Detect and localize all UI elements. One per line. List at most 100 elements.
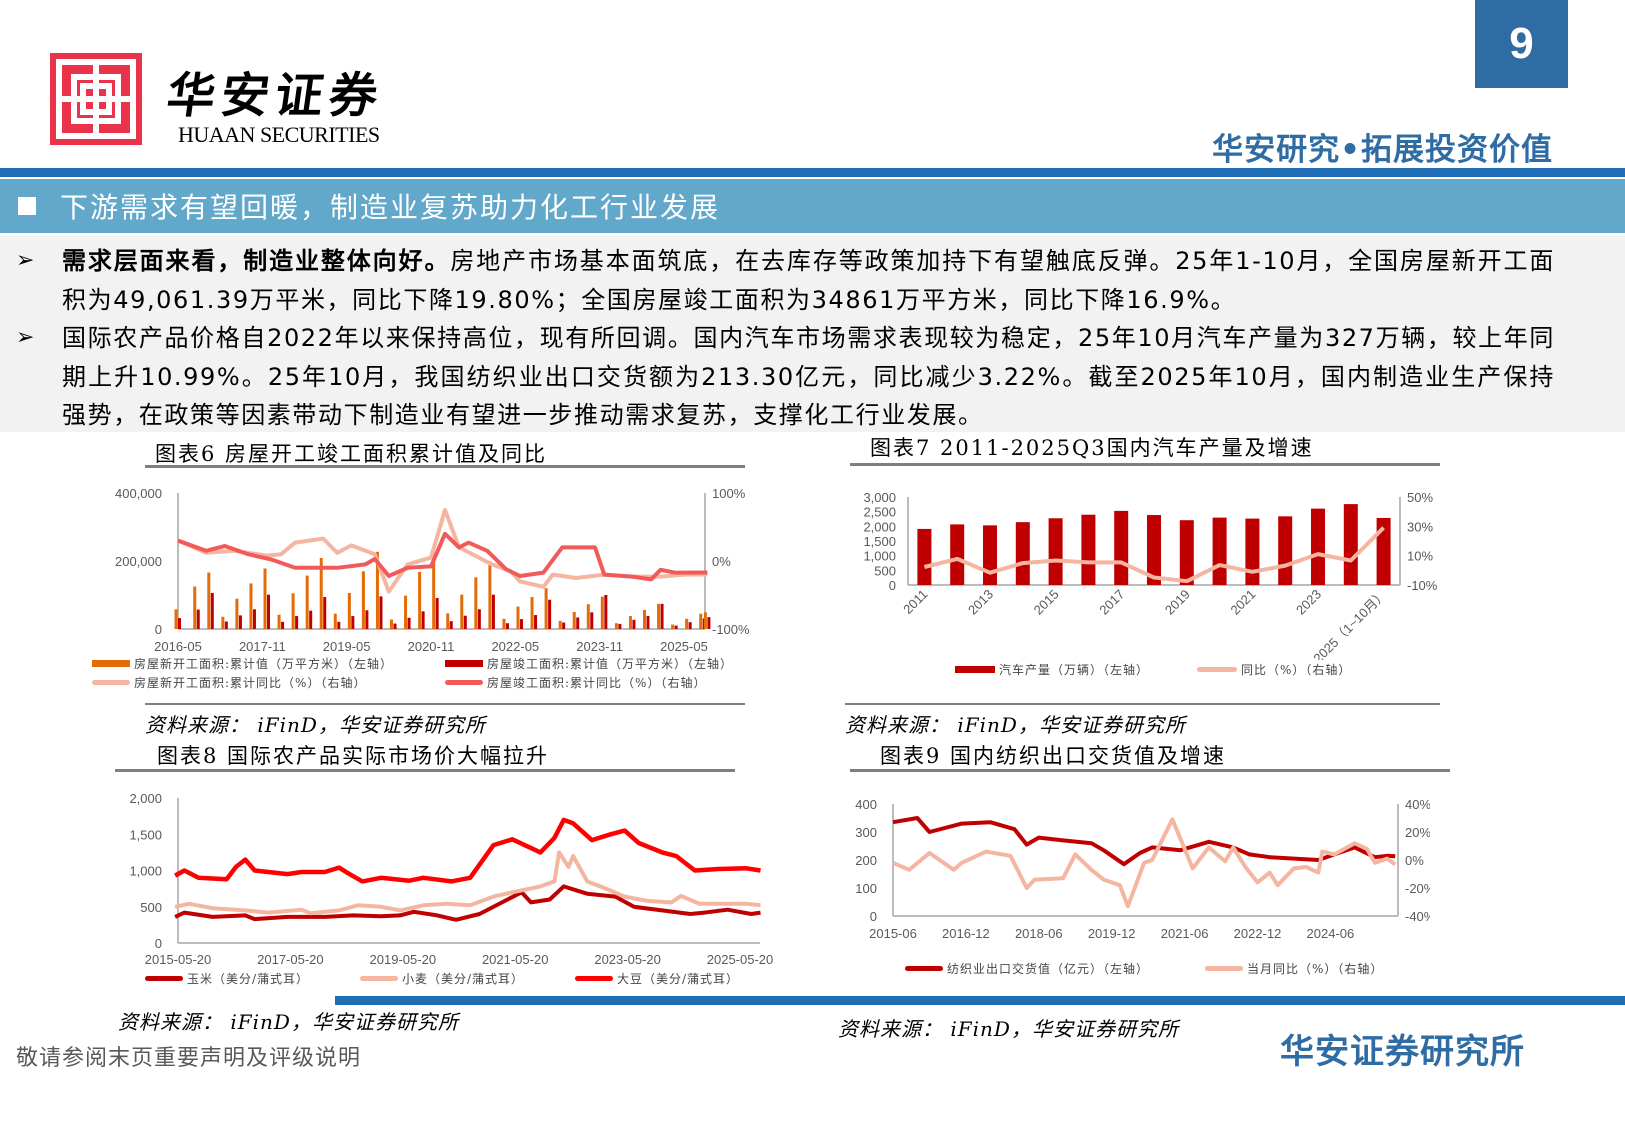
- y-tick-label-left: 100: [855, 881, 877, 896]
- y-tick-label-right: 50%: [1407, 490, 1433, 505]
- x-tick-label: 2019-12: [1088, 926, 1136, 941]
- x-tick-label: 2016-05: [154, 639, 202, 654]
- bar-new-start: [502, 618, 506, 629]
- y-tick-label-left: 500: [874, 563, 896, 578]
- bar-completed: [337, 621, 341, 629]
- y-tick-label-right: 30%: [1407, 519, 1433, 534]
- x-tick-label: 2017-11: [239, 639, 286, 654]
- chart9-title: 图表9 国内纺织出口交货值及增速: [880, 744, 1227, 768]
- bar-completed: [491, 594, 495, 629]
- line-series-0: [892, 816, 1396, 867]
- arrow-bullet-icon: ➢: [16, 325, 37, 350]
- chart9-plot: 0 100 200 300 400 -40% -20% 0% 20% 40% 2015-06 2016…: [855, 797, 1430, 941]
- legend-label: 当月同比（%）（右轴）: [1247, 962, 1384, 976]
- bar-new-start: [544, 588, 548, 629]
- page-number: 9: [1475, 0, 1568, 88]
- summary-text: ➢ 需求层面来看，制造业整体向好。房地产市场基本面筑底，在去库存等政策加持下有望触…: [0, 236, 1625, 432]
- y-tick-label-left: 1,500: [863, 534, 896, 549]
- chart8-source: 资料来源： iFinD，华安证券研究所: [118, 1010, 459, 1034]
- x-tick-label: 2017-05-20: [257, 952, 324, 967]
- bar-production-2012: [950, 524, 965, 585]
- legend-swatch: [1197, 667, 1237, 672]
- chart6-legend-new-start-yoy: 房屋新开工面积:累计同比（%）（右轴）: [92, 674, 366, 691]
- bar-completed: [534, 615, 538, 629]
- y-tick-label-right: -40%: [1405, 909, 1430, 924]
- y-tick-label-right: 40%: [1405, 797, 1430, 812]
- chart7-bottom-rule: [845, 703, 1440, 705]
- x-tick-label: 2015-05-20: [145, 952, 212, 967]
- legend-label: 同比（%）（右轴）: [1241, 663, 1352, 677]
- x-tick-label: 2025-05: [660, 639, 708, 654]
- bar-new-start: [390, 619, 394, 629]
- bar-completed: [224, 621, 228, 629]
- disclaimer-text: 敬请参阅末页重要声明及评级说明: [16, 1046, 362, 1071]
- section-header: 下游需求有望回暖，制造业复苏助力化工行业发展: [0, 179, 1625, 233]
- bar-completed: [309, 610, 313, 629]
- y-tick-label-right: -20%: [1405, 881, 1430, 896]
- chart8-title: 图表8 国际农产品实际市场价大幅拉升: [157, 744, 550, 768]
- y-tick-label-left: 1,000: [863, 549, 896, 564]
- bar-production-2015: [1048, 518, 1063, 585]
- bar-production-2018: [1147, 515, 1161, 585]
- bar-new-start: [600, 596, 604, 629]
- chart6-source: 资料来源： iFinD，华安证券研究所: [145, 713, 486, 737]
- x-tick-label: 2021-06: [1161, 926, 1209, 941]
- x-tick-label: 2018-06: [1015, 926, 1063, 941]
- bar-new-start: [432, 552, 436, 629]
- x-tick-label: 2023-05-20: [594, 952, 661, 967]
- bar-new-start: [221, 616, 225, 629]
- chart7-title: 图表7 2011-2025Q3国内汽车产量及增速: [870, 436, 1314, 460]
- logo-text-cn: 华安证券: [163, 68, 388, 124]
- y-tick-label-left: 2,500: [863, 505, 896, 520]
- bar-new-start: [671, 624, 675, 629]
- bar-new-start: [333, 613, 337, 629]
- bar-completed: [295, 616, 299, 629]
- y-tick-label: 2,000: [129, 791, 162, 806]
- bar-completed: [646, 616, 650, 629]
- bar-completed: [520, 619, 524, 629]
- bar-new-start: [193, 586, 197, 629]
- bar-new-start: [291, 593, 295, 629]
- bar-new-start: [488, 561, 492, 629]
- bar-new-start: [516, 606, 520, 629]
- chart6-title-rule: [145, 465, 745, 468]
- footer-divider: [335, 996, 1625, 1005]
- line-completed-yoy: [177, 531, 708, 582]
- y-tick-label-left: 300: [855, 825, 877, 840]
- legend-swatch: [92, 680, 130, 685]
- x-tick-label: 2017: [1096, 587, 1127, 618]
- bar-completed: [618, 623, 622, 629]
- bar-production-2019: [1179, 520, 1194, 585]
- y-tick-label-right: 0%: [712, 554, 731, 569]
- bar-completed: [196, 609, 200, 629]
- bar-production-2020: [1212, 517, 1227, 585]
- bar-completed: [365, 610, 369, 629]
- logo-text-en: HUAAN SECURITIES: [178, 122, 380, 147]
- y-tick-label-left: 3,000: [863, 490, 896, 505]
- y-tick-label-right: -10%: [1407, 578, 1438, 593]
- bar-new-start: [375, 551, 379, 629]
- y-tick-label-right: 20%: [1405, 825, 1430, 840]
- bullet-2: ➢ 国际农产品价格自2022年以来保持高位，现有所回调。国内汽车市场需求表现较为稳…: [16, 319, 1555, 435]
- line-series-1: [892, 817, 1397, 909]
- chart6-title: 图表6 房屋开工竣工面积累计值及同比: [155, 442, 548, 466]
- y-tick-label: 1,000: [129, 864, 162, 879]
- bar-new-start: [586, 604, 590, 629]
- chart6-legend-new-start: 房屋新开工面积:累计值（万平方米）（左轴）: [92, 655, 393, 672]
- legend-label: 汽车产量（万辆）（左轴）: [999, 663, 1150, 677]
- bar-new-start: [263, 568, 267, 629]
- x-tick-label: 2024-06: [1307, 926, 1355, 941]
- chart8-plot: 0 500 1,000 1,500 2,000 2015-05-20 2017-05-20 2…: [129, 791, 773, 967]
- y-tick-label-left: 0: [889, 578, 896, 593]
- bar-new-start: [643, 609, 646, 629]
- bar-production-2025（1~10月）: [1376, 517, 1391, 585]
- y-tick-label: 500: [140, 900, 162, 915]
- bar-completed: [477, 609, 481, 629]
- bar-completed: [674, 625, 678, 629]
- legend-label: 房屋竣工面积:累计同比（%）（右轴）: [487, 676, 707, 690]
- chart6-plot: 0 200,000 400,000 -100% 0% 100% 2016-05 2017-11…: [115, 486, 750, 654]
- y-tick-label-left: 0: [870, 909, 877, 924]
- y-tick-label-left: 0: [155, 622, 162, 637]
- logo-emblem-icon: [50, 53, 142, 145]
